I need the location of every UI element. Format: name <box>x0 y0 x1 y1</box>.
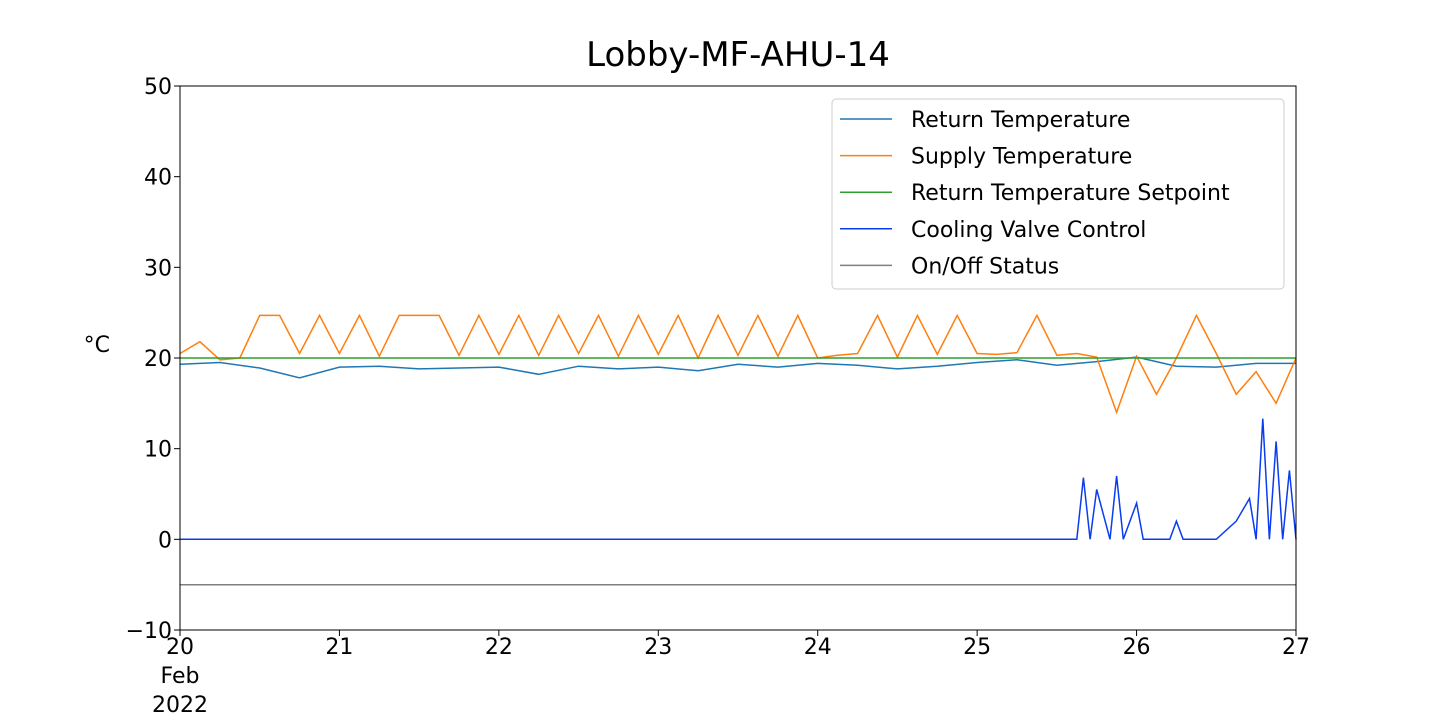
x-tick-label: 26 <box>1123 635 1151 660</box>
y-tick-label: −10 <box>126 619 172 644</box>
series-line-return-temperature <box>179 356 1296 379</box>
legend-items: Return Temperature Supply Temperature Retu… <box>840 108 1230 279</box>
x-tick-label: 22 <box>485 635 513 660</box>
legend-label: Cooling Valve Control <box>911 218 1146 243</box>
y-tick-label: 20 <box>144 347 172 372</box>
x-tick-label: 27 <box>1282 635 1310 660</box>
x-tick-label: 23 <box>644 635 672 660</box>
x-tick-label: 25 <box>963 635 991 660</box>
y-tick-label: 50 <box>144 75 172 100</box>
y-tick-label: 0 <box>158 528 172 553</box>
x-tick-label: 24 <box>804 635 832 660</box>
x-tick-label: 20 Feb 2022 <box>152 635 208 718</box>
y-axis-label: °C <box>84 333 110 358</box>
chart-title: Lobby-MF-AHU-14 <box>586 35 890 75</box>
legend-label: Return Temperature <box>911 108 1130 133</box>
legend-label: Supply Temperature <box>911 145 1132 170</box>
y-tick-label: 30 <box>144 256 172 281</box>
series-line-cooling-valve-control <box>180 418 1297 541</box>
y-tick-label: 40 <box>144 166 172 191</box>
x-axis-ticks: 20 Feb 2022 21 22 23 24 25 26 27 <box>152 630 1310 718</box>
series-line-supply-temperature <box>179 313 1297 415</box>
legend-box <box>831 98 1285 290</box>
legend-label: Return Temperature Setpoint <box>911 181 1230 206</box>
x-tick-label: 21 <box>325 635 353 660</box>
y-axis-ticks: −10 0 10 20 30 40 50 <box>126 75 180 644</box>
y-tick-label: 10 <box>144 438 172 463</box>
legend: Return Temperature Supply Temperature Retu… <box>831 98 1285 290</box>
legend-label: On/Off Status <box>911 254 1059 279</box>
series-layer <box>179 313 1297 586</box>
